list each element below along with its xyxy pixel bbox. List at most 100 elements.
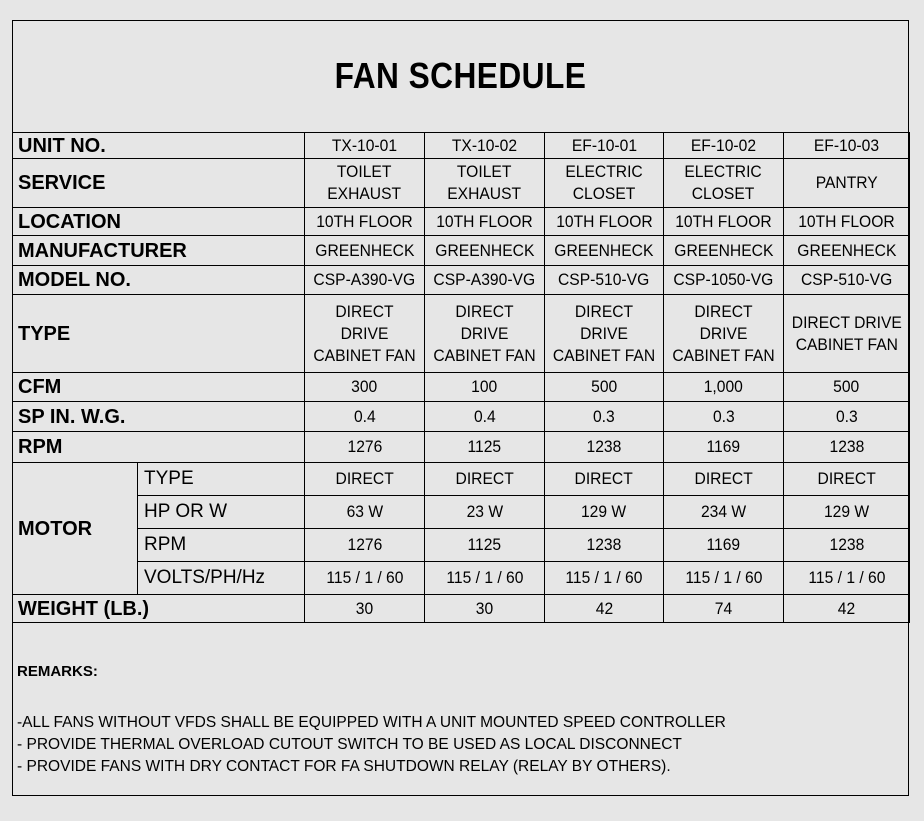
label-motor-type: TYPE: [137, 462, 305, 496]
row-motor-rpm: RPM 1276 1125 1238 1169 1238: [13, 528, 910, 562]
cell-rpm: 1276: [304, 431, 425, 463]
cell-rpm: 1238: [783, 431, 910, 463]
label-service: SERVICE: [12, 158, 305, 208]
row-cfm: CFM 300 100 500 1,000 500: [12, 372, 910, 402]
cell-model: CSP-510-VG: [544, 265, 664, 295]
cell-manufacturer: GREENHECK: [783, 235, 910, 266]
cell-location: 10TH FLOOR: [304, 207, 425, 236]
cell-motor-type: DIRECT: [424, 462, 545, 496]
cell-type: DIRECT DRIVE CABINET FAN: [544, 294, 664, 373]
cell-sp: 0.3: [663, 401, 784, 432]
cell-location: 10TH FLOOR: [544, 207, 664, 236]
remarks-heading: REMARKS:: [17, 663, 98, 680]
label-weight: WEIGHT (LB.): [12, 594, 305, 623]
cell-type: DIRECT DRIVE CABINET FAN: [304, 294, 425, 373]
cell-sp: 0.4: [424, 401, 545, 432]
cell-cfm: 300: [304, 372, 425, 402]
cell-manufacturer: GREENHECK: [544, 235, 664, 266]
cell-type: DIRECT DRIVE CABINET FAN: [663, 294, 784, 373]
cell-cfm: 100: [424, 372, 545, 402]
cell-service: PANTRY: [783, 158, 910, 208]
cell-cfm: 1,000: [663, 372, 784, 402]
cell-motor-rpm: 1238: [783, 528, 910, 562]
cell-service: ELECTRIC CLOSET: [544, 158, 664, 208]
cell-motor-volts: 115 / 1 / 60: [783, 561, 910, 595]
fan-schedule-table: UNIT NO. TX-10-01 TX-10-02 EF-10-01 EF-1…: [12, 132, 910, 623]
cell-unit: EF-10-03: [783, 132, 910, 159]
cell-motor-hp: 129 W: [783, 495, 910, 529]
row-model-no: MODEL NO. CSP-A390-VG CSP-A390-VG CSP-51…: [12, 265, 910, 295]
cell-sp: 0.3: [783, 401, 910, 432]
cell-rpm: 1125: [424, 431, 545, 463]
remarks-list: -ALL FANS WITHOUT VFDS SHALL BE EQUIPPED…: [17, 712, 748, 778]
cell-weight: 42: [783, 594, 910, 623]
cell-motor-hp: 234 W: [663, 495, 784, 529]
cell-type: DIRECT DRIVE CABINET FAN: [424, 294, 545, 373]
cell-motor-rpm: 1276: [304, 528, 425, 562]
cell-weight: 42: [544, 594, 664, 623]
cell-motor-volts: 115 / 1 / 60: [663, 561, 784, 595]
cell-motor-rpm: 1238: [544, 528, 664, 562]
label-type: TYPE: [12, 294, 305, 373]
cell-weight: 30: [304, 594, 425, 623]
cell-service: TOILET EXHAUST: [304, 158, 425, 208]
label-motor-hp: HP OR W: [137, 495, 305, 529]
label-static-pressure: SP IN. W.G.: [12, 401, 305, 432]
cell-motor-type: DIRECT: [783, 462, 910, 496]
cell-motor-rpm: 1169: [663, 528, 784, 562]
cell-motor-volts: 115 / 1 / 60: [424, 561, 545, 595]
cell-motor-volts: 115 / 1 / 60: [544, 561, 664, 595]
cell-motor-type: DIRECT: [544, 462, 664, 496]
cell-manufacturer: GREENHECK: [424, 235, 545, 266]
remark-line: -ALL FANS WITHOUT VFDS SHALL BE EQUIPPED…: [17, 714, 726, 731]
row-motor-hp: HP OR W 63 W 23 W 129 W 234 W 129 W: [13, 495, 910, 529]
cell-model: CSP-A390-VG: [304, 265, 425, 295]
label-location: LOCATION: [12, 207, 305, 236]
cell-motor-hp: 129 W: [544, 495, 664, 529]
cell-unit: TX-10-01: [304, 132, 425, 159]
cell-weight: 74: [663, 594, 784, 623]
cell-cfm: 500: [783, 372, 910, 402]
cell-cfm: 500: [544, 372, 664, 402]
label-manufacturer: MANUFACTURER: [12, 235, 305, 266]
row-static-pressure: SP IN. W.G. 0.4 0.4 0.3 0.3 0.3: [12, 401, 910, 432]
cell-model: CSP-1050-VG: [663, 265, 784, 295]
cell-location: 10TH FLOOR: [424, 207, 545, 236]
remark-line: - PROVIDE FANS WITH DRY CONTACT FOR FA S…: [17, 758, 671, 775]
cell-model: CSP-510-VG: [783, 265, 910, 295]
cell-location: 10TH FLOOR: [783, 207, 910, 236]
label-model-no: MODEL NO.: [12, 265, 305, 295]
label-motor: MOTOR: [12, 462, 138, 595]
cell-motor-type: DIRECT: [663, 462, 784, 496]
row-service: SERVICE TOILET EXHAUST TOILET EXHAUST EL…: [12, 158, 910, 208]
cell-unit: TX-10-02: [424, 132, 545, 159]
cell-sp: 0.3: [544, 401, 664, 432]
label-unit-no: UNIT NO.: [12, 132, 305, 159]
cell-unit: EF-10-01: [544, 132, 664, 159]
row-weight: WEIGHT (LB.) 30 30 42 74 42: [12, 594, 910, 623]
cell-weight: 30: [424, 594, 545, 623]
cell-type: DIRECT DRIVE CABINET FAN: [783, 294, 910, 373]
label-rpm: RPM: [12, 431, 305, 463]
row-type: TYPE DIRECT DRIVE CABINET FAN DIRECT DRI…: [12, 294, 910, 373]
cell-motor-hp: 23 W: [424, 495, 545, 529]
label-motor-rpm: RPM: [137, 528, 305, 562]
cell-service: ELECTRIC CLOSET: [663, 158, 784, 208]
row-unit-no: UNIT NO. TX-10-01 TX-10-02 EF-10-01 EF-1…: [12, 132, 910, 159]
cell-manufacturer: GREENHECK: [304, 235, 425, 266]
label-motor-volts: VOLTS/PH/Hz: [137, 561, 305, 595]
remark-line: - PROVIDE THERMAL OVERLOAD CUTOUT SWITCH…: [17, 736, 682, 753]
label-cfm: CFM: [12, 372, 305, 402]
cell-sp: 0.4: [304, 401, 425, 432]
row-motor-type: MOTOR TYPE DIRECT DIRECT DIRECT DIRECT D…: [12, 462, 910, 595]
cell-unit: EF-10-02: [663, 132, 784, 159]
cell-motor-type: DIRECT: [304, 462, 425, 496]
row-motor-volts: VOLTS/PH/Hz 115 / 1 / 60 115 / 1 / 60 11…: [13, 561, 910, 595]
cell-rpm: 1169: [663, 431, 784, 463]
cell-motor-volts: 115 / 1 / 60: [304, 561, 425, 595]
cell-rpm: 1238: [544, 431, 664, 463]
cell-location: 10TH FLOOR: [663, 207, 784, 236]
cell-motor-rpm: 1125: [424, 528, 545, 562]
cell-service: TOILET EXHAUST: [424, 158, 545, 208]
cell-model: CSP-A390-VG: [424, 265, 545, 295]
